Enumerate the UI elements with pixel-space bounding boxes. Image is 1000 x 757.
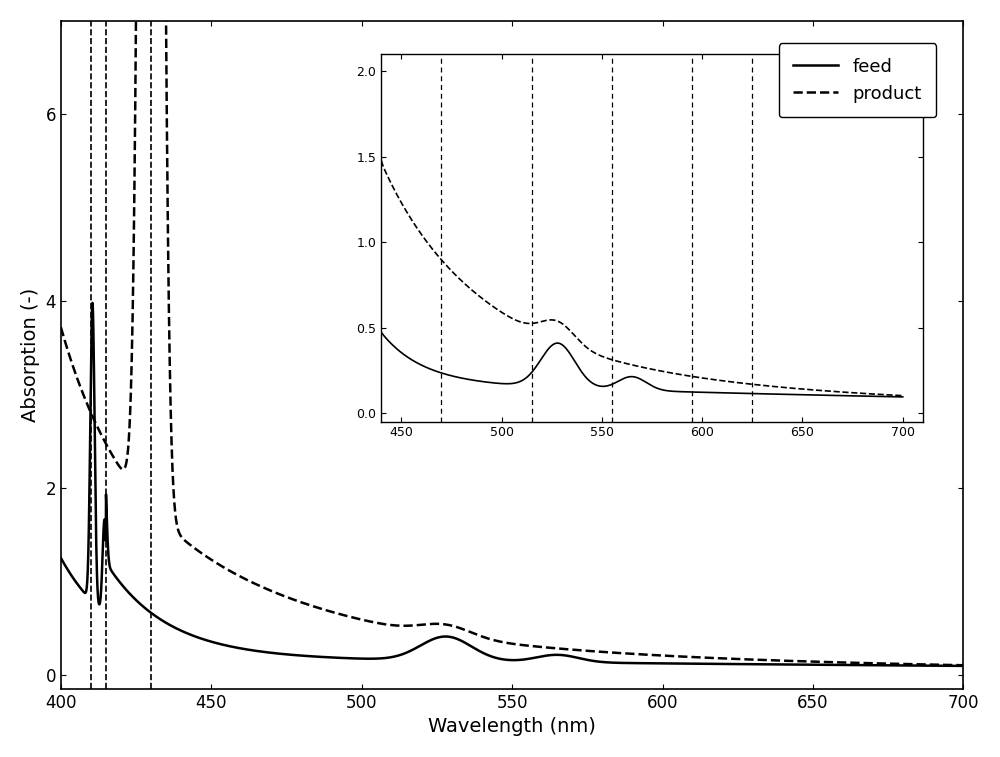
Y-axis label: Absorption (-): Absorption (-): [21, 288, 40, 422]
product: [219, 563, 231, 572]
feed: [642, 659, 654, 668]
product: [728, 654, 740, 663]
feed: [596, 658, 608, 667]
feed: [86, 298, 98, 307]
feed: [957, 662, 969, 671]
feed: [55, 553, 67, 562]
product: [642, 650, 654, 659]
product: [400, 621, 412, 631]
product: [957, 661, 969, 670]
feed: [400, 648, 412, 657]
product: [797, 657, 809, 666]
product: [596, 647, 608, 656]
Line: feed: feed: [61, 303, 963, 666]
Legend: feed, product: feed, product: [779, 43, 936, 117]
feed: [728, 659, 740, 668]
feed: [797, 660, 809, 669]
X-axis label: Wavelength (nm): Wavelength (nm): [428, 717, 596, 736]
feed: [219, 640, 231, 650]
product: [55, 322, 67, 332]
Line: product: product: [61, 0, 963, 665]
